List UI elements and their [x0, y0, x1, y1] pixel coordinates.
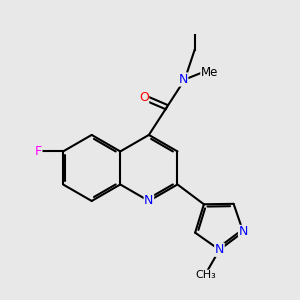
Text: CH₃: CH₃ — [195, 270, 216, 280]
Text: Me: Me — [201, 66, 218, 80]
Text: N: N — [178, 73, 188, 86]
Text: O: O — [139, 91, 148, 104]
Text: F: F — [35, 145, 42, 158]
Text: N: N — [215, 243, 224, 256]
Text: N: N — [238, 226, 248, 238]
Text: N: N — [144, 194, 154, 208]
